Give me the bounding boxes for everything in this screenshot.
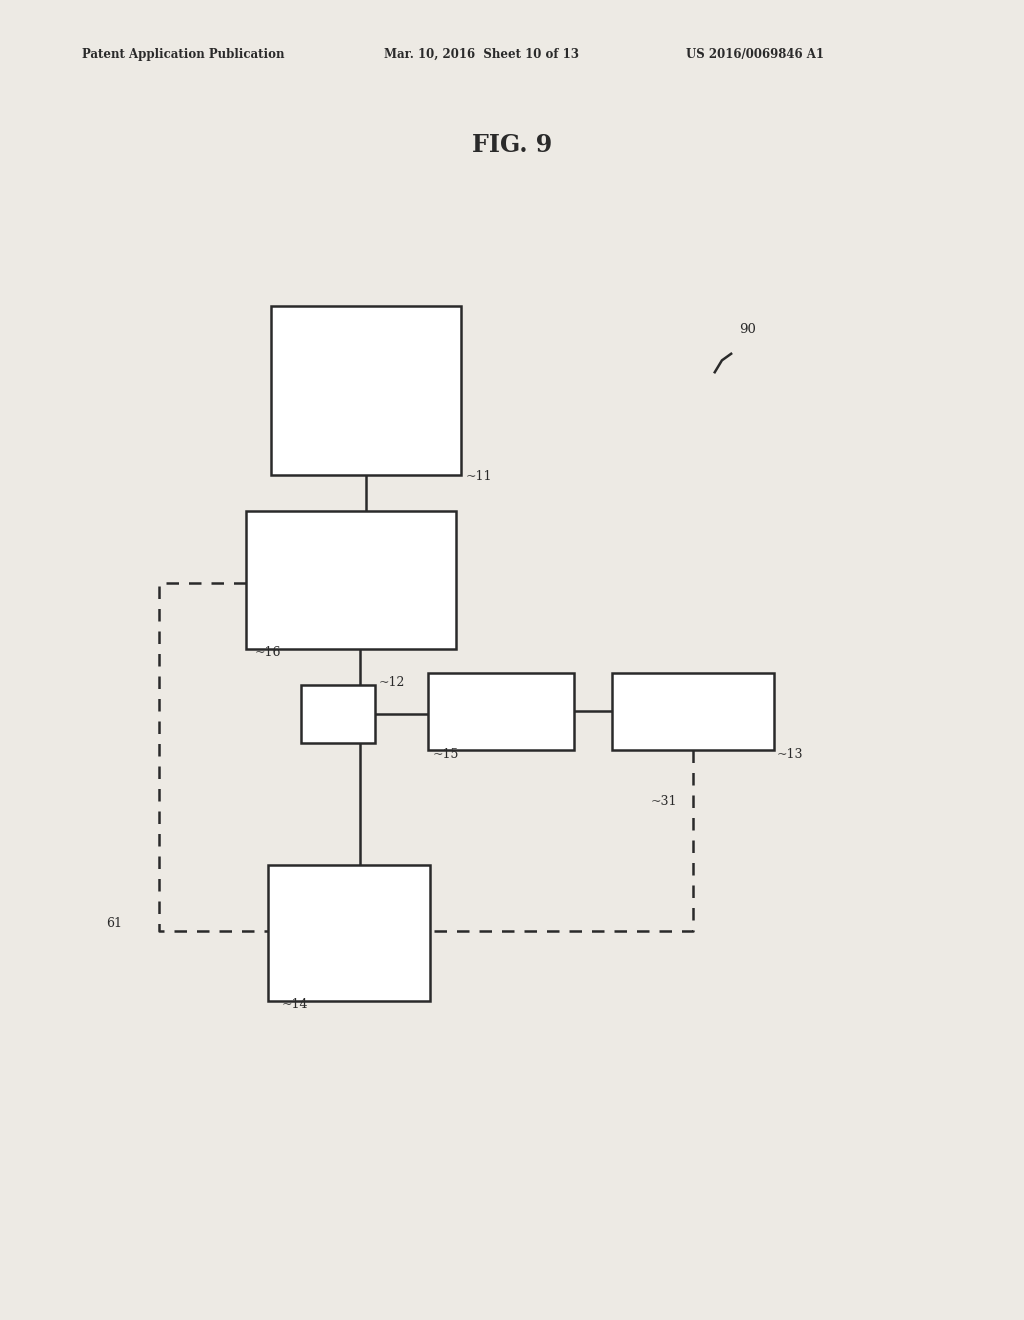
FancyBboxPatch shape <box>428 673 574 750</box>
Text: ~11: ~11 <box>466 470 493 483</box>
FancyBboxPatch shape <box>246 511 456 649</box>
Text: ~12: ~12 <box>379 676 406 689</box>
FancyBboxPatch shape <box>612 673 774 750</box>
FancyBboxPatch shape <box>271 306 461 475</box>
Text: ~14: ~14 <box>282 998 308 1011</box>
Text: ~15: ~15 <box>432 747 459 760</box>
Text: ~31: ~31 <box>650 795 677 808</box>
Text: ~16: ~16 <box>255 645 282 659</box>
Text: ~13: ~13 <box>776 747 803 760</box>
FancyBboxPatch shape <box>268 865 430 1001</box>
Text: FIG. 9: FIG. 9 <box>472 133 552 157</box>
FancyBboxPatch shape <box>301 685 375 743</box>
Text: 61: 61 <box>106 916 123 929</box>
Text: Mar. 10, 2016  Sheet 10 of 13: Mar. 10, 2016 Sheet 10 of 13 <box>384 48 579 61</box>
Text: Patent Application Publication: Patent Application Publication <box>82 48 285 61</box>
Text: 90: 90 <box>739 322 756 335</box>
Text: US 2016/0069846 A1: US 2016/0069846 A1 <box>686 48 824 61</box>
